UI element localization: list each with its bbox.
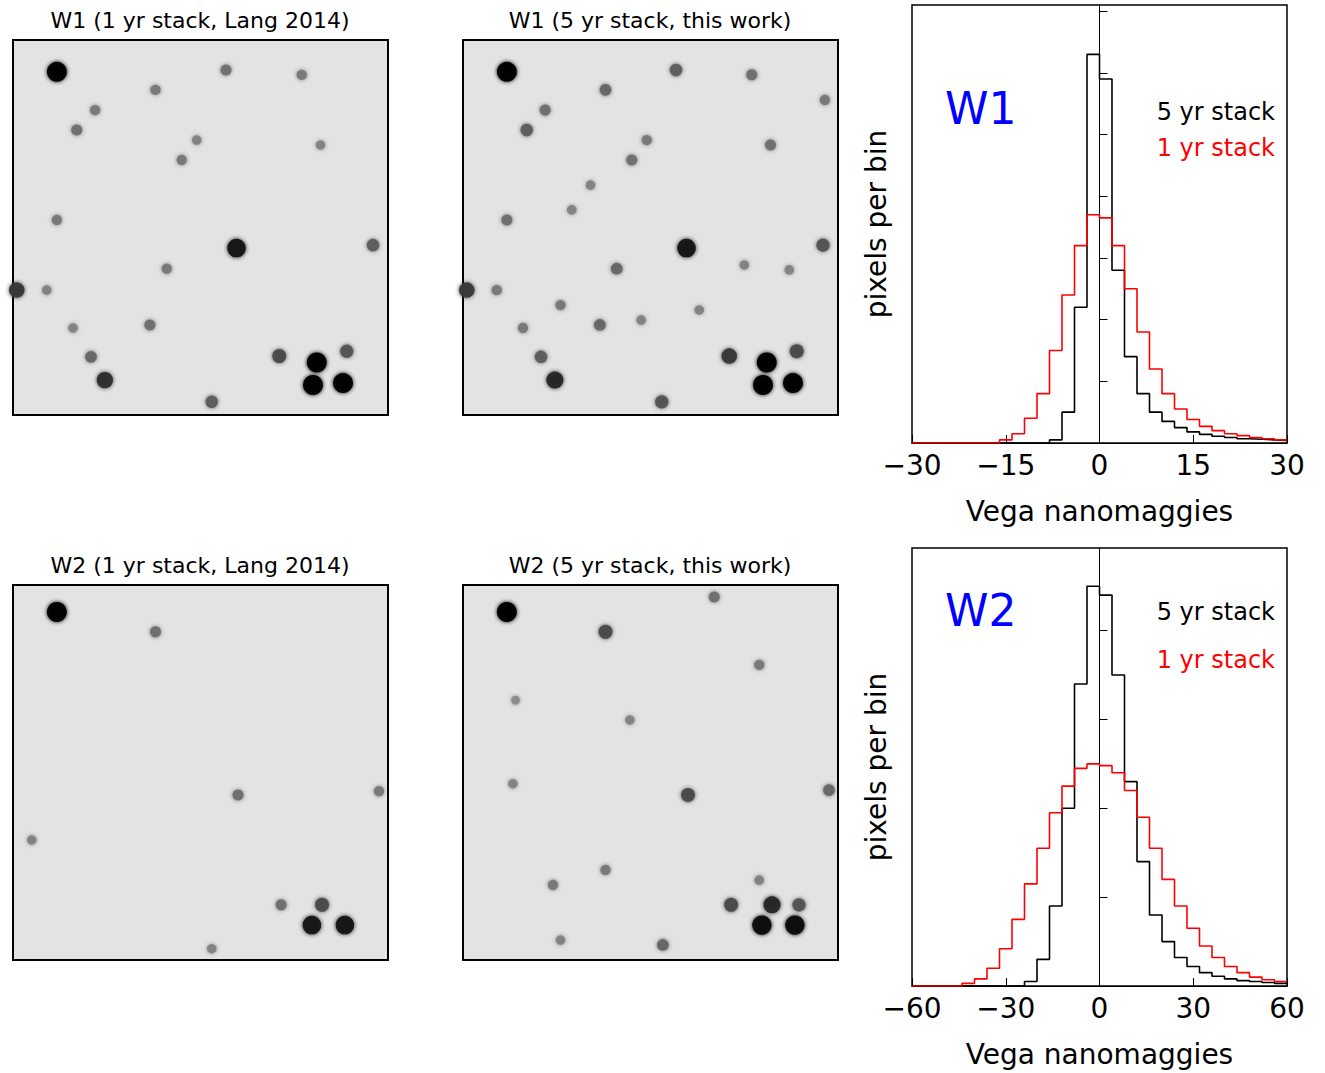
svg-text:−15: −15 bbox=[976, 449, 1035, 482]
svg-text:−60: −60 bbox=[882, 992, 941, 1025]
svg-text:5 yr stack: 5 yr stack bbox=[1157, 98, 1275, 126]
svg-text:W1 (1 yr stack, Lang 2014): W1 (1 yr stack, Lang 2014) bbox=[51, 8, 350, 33]
svg-text:W2: W2 bbox=[945, 585, 1017, 636]
svg-text:1 yr stack: 1 yr stack bbox=[1157, 134, 1275, 162]
svg-text:W1 (5 yr stack, this work): W1 (5 yr stack, this work) bbox=[509, 8, 792, 33]
svg-text:−30: −30 bbox=[976, 992, 1035, 1025]
svg-text:5 yr stack: 5 yr stack bbox=[1157, 598, 1275, 626]
svg-text:pixels per bin: pixels per bin bbox=[860, 673, 893, 861]
svg-text:0: 0 bbox=[1091, 992, 1109, 1025]
svg-text:30: 30 bbox=[1269, 449, 1305, 482]
svg-text:1 yr stack: 1 yr stack bbox=[1157, 646, 1275, 674]
svg-text:30: 30 bbox=[1175, 992, 1211, 1025]
svg-text:60: 60 bbox=[1269, 992, 1305, 1025]
svg-text:W1: W1 bbox=[945, 83, 1017, 134]
svg-text:15: 15 bbox=[1175, 449, 1211, 482]
svg-text:Vega nanomaggies: Vega nanomaggies bbox=[966, 1038, 1233, 1071]
svg-text:0: 0 bbox=[1091, 449, 1109, 482]
svg-text:Vega nanomaggies: Vega nanomaggies bbox=[966, 495, 1233, 528]
svg-text:W2 (1 yr stack, Lang 2014): W2 (1 yr stack, Lang 2014) bbox=[51, 553, 350, 578]
svg-text:W2 (5 yr stack, this work): W2 (5 yr stack, this work) bbox=[509, 553, 792, 578]
svg-text:pixels per bin: pixels per bin bbox=[860, 130, 893, 318]
svg-text:−30: −30 bbox=[882, 449, 941, 482]
